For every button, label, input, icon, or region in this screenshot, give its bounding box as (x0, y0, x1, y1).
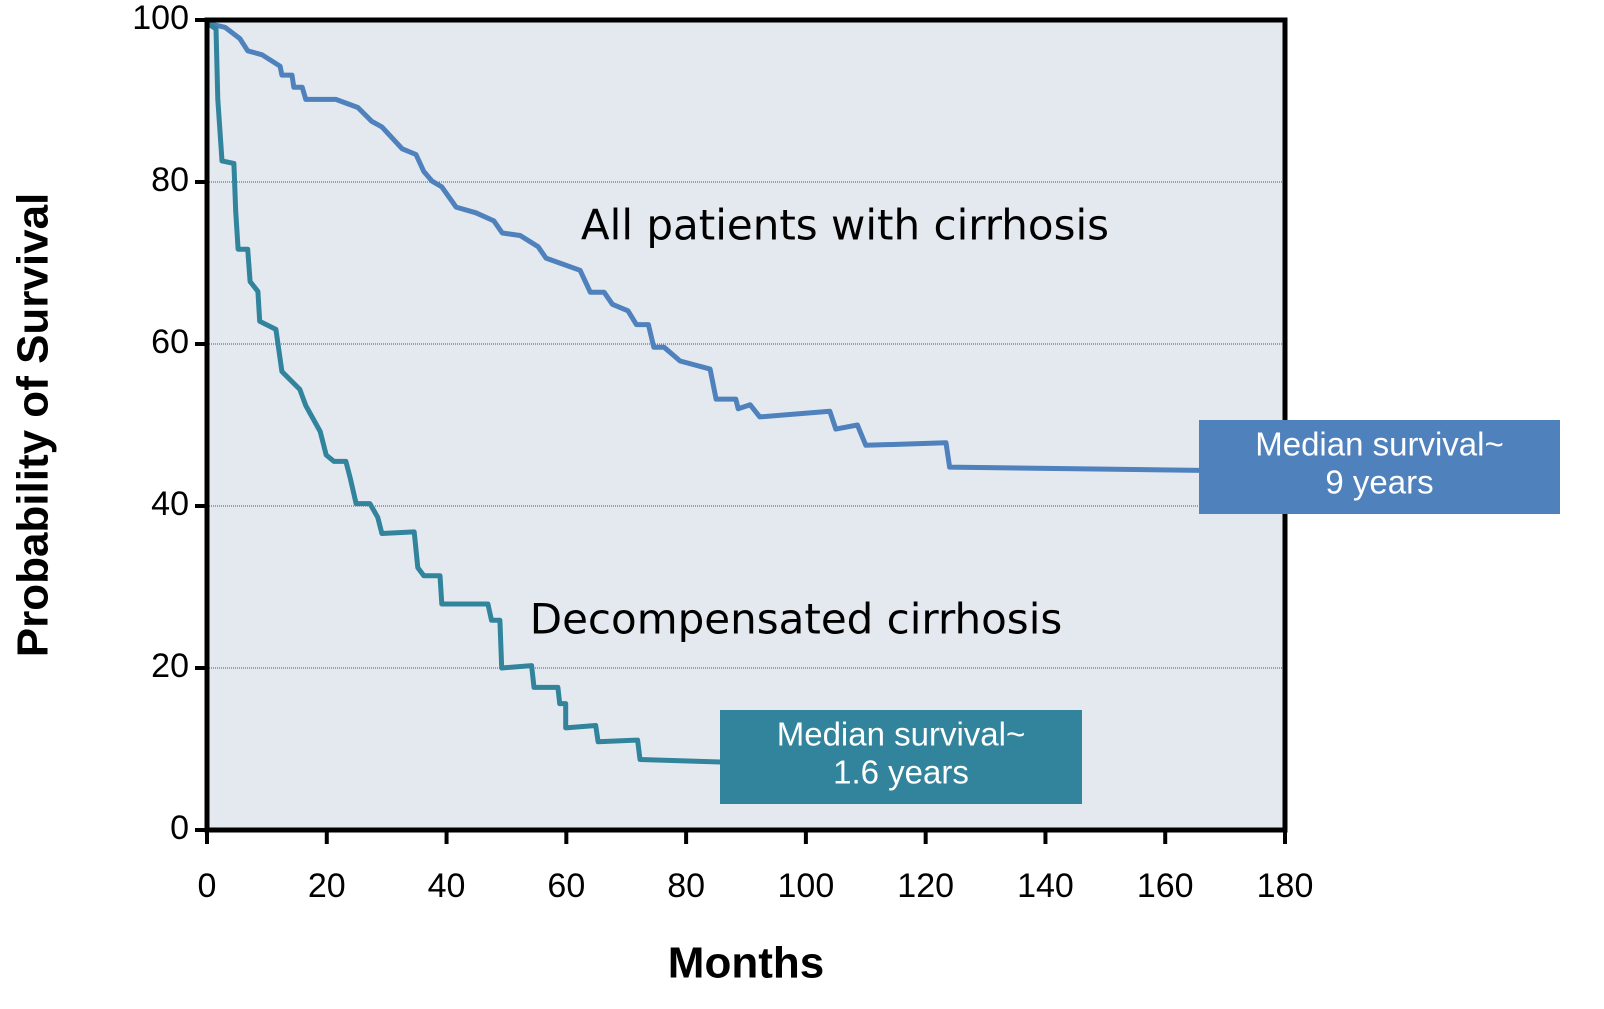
survival-curve (206, 20, 1201, 473)
plot-background (207, 20, 1285, 830)
curve-label: Decompensated cirrhosis (530, 595, 1063, 644)
callout-box (720, 710, 1082, 804)
x-tick-label: 20 (308, 867, 346, 905)
y-tick-label: 0 (170, 809, 189, 847)
x-tick-label: 40 (428, 867, 466, 905)
y-tick-label: 100 (132, 0, 189, 37)
x-tick-label: 80 (667, 867, 705, 905)
survival-curve (205, 21, 721, 765)
curve-label: All patients with cirrhosis (581, 201, 1109, 250)
y-tick-label: 60 (151, 323, 189, 361)
callout-text: Median survival~ (777, 716, 1026, 753)
x-tick-label: 0 (198, 867, 217, 905)
x-tick-label: 120 (897, 867, 954, 905)
callout-text: 1.6 years (833, 754, 969, 791)
y-tick-label: 80 (151, 161, 189, 199)
y-tick-label: 20 (151, 647, 189, 685)
x-tick-label: 60 (547, 867, 585, 905)
callout-box (1199, 420, 1560, 514)
y-axis-title: Probability of Survival (9, 193, 58, 658)
x-tick-label: 180 (1257, 867, 1314, 905)
y-tick-label: 40 (151, 485, 189, 523)
x-tick-label: 100 (778, 867, 835, 905)
x-axis-title: Months (668, 939, 824, 988)
x-tick-label: 140 (1017, 867, 1074, 905)
callout-text: Median survival~ (1255, 426, 1504, 463)
callout-text: 9 years (1325, 464, 1433, 501)
x-tick-label: 160 (1137, 867, 1194, 905)
